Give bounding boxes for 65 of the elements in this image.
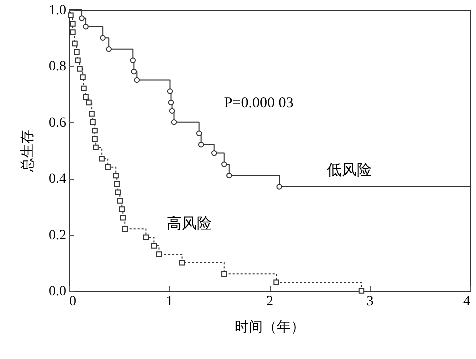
point	[100, 35, 106, 41]
point	[143, 234, 150, 240]
point	[151, 243, 158, 249]
point	[226, 172, 232, 179]
point	[274, 280, 280, 286]
point	[156, 252, 162, 258]
point	[90, 120, 96, 126]
point	[77, 66, 83, 72]
point	[92, 128, 98, 134]
point	[134, 77, 140, 84]
y-tick-label: 0.4	[49, 172, 66, 188]
point	[81, 86, 87, 92]
point	[83, 24, 89, 30]
x-tick-label: 3	[366, 294, 374, 310]
point	[117, 198, 123, 204]
point	[122, 226, 128, 232]
point	[131, 68, 138, 75]
y-tick-label: 0.6	[49, 116, 66, 131]
point	[120, 215, 126, 221]
point	[70, 30, 76, 36]
point	[89, 111, 95, 117]
point	[212, 150, 218, 156]
y-tick-label: 0.2	[49, 228, 66, 244]
point	[86, 100, 92, 106]
x-tick-label: 1	[166, 294, 174, 310]
point	[168, 100, 174, 106]
point	[68, 12, 74, 18]
point	[99, 156, 105, 162]
point	[92, 136, 98, 142]
point	[179, 260, 186, 266]
x-tick-label: 0	[70, 294, 76, 310]
point	[113, 172, 119, 179]
x-axis-title: 时间（年）	[235, 320, 305, 336]
x-tick-label: 2	[266, 294, 274, 310]
point	[196, 130, 202, 136]
point	[72, 40, 78, 47]
point	[276, 184, 282, 190]
point	[198, 142, 204, 148]
point	[130, 58, 136, 64]
y-tick-label: 1.0	[49, 4, 66, 18]
point	[105, 164, 111, 170]
point	[167, 88, 174, 94]
point	[222, 162, 228, 168]
point	[74, 49, 80, 55]
y-tick-label: 0.0	[49, 284, 66, 300]
point	[70, 21, 76, 27]
point	[171, 120, 178, 126]
point	[93, 144, 99, 151]
point	[169, 108, 176, 114]
point	[79, 16, 85, 22]
point	[114, 181, 120, 188]
point	[222, 271, 228, 277]
series-label: 高风险	[166, 216, 212, 233]
y-axis-title: 总生存	[20, 130, 36, 173]
point	[83, 94, 89, 100]
point	[115, 190, 121, 196]
series-label: 低风险	[327, 162, 372, 180]
point	[358, 288, 365, 294]
y-tick-label: 0.8	[49, 60, 66, 75]
x-tick-label: 4	[464, 294, 470, 310]
point	[106, 46, 112, 52]
point	[75, 58, 81, 64]
point	[119, 206, 125, 212]
annotation: P=0.000 03	[224, 96, 294, 112]
point	[80, 74, 86, 80]
